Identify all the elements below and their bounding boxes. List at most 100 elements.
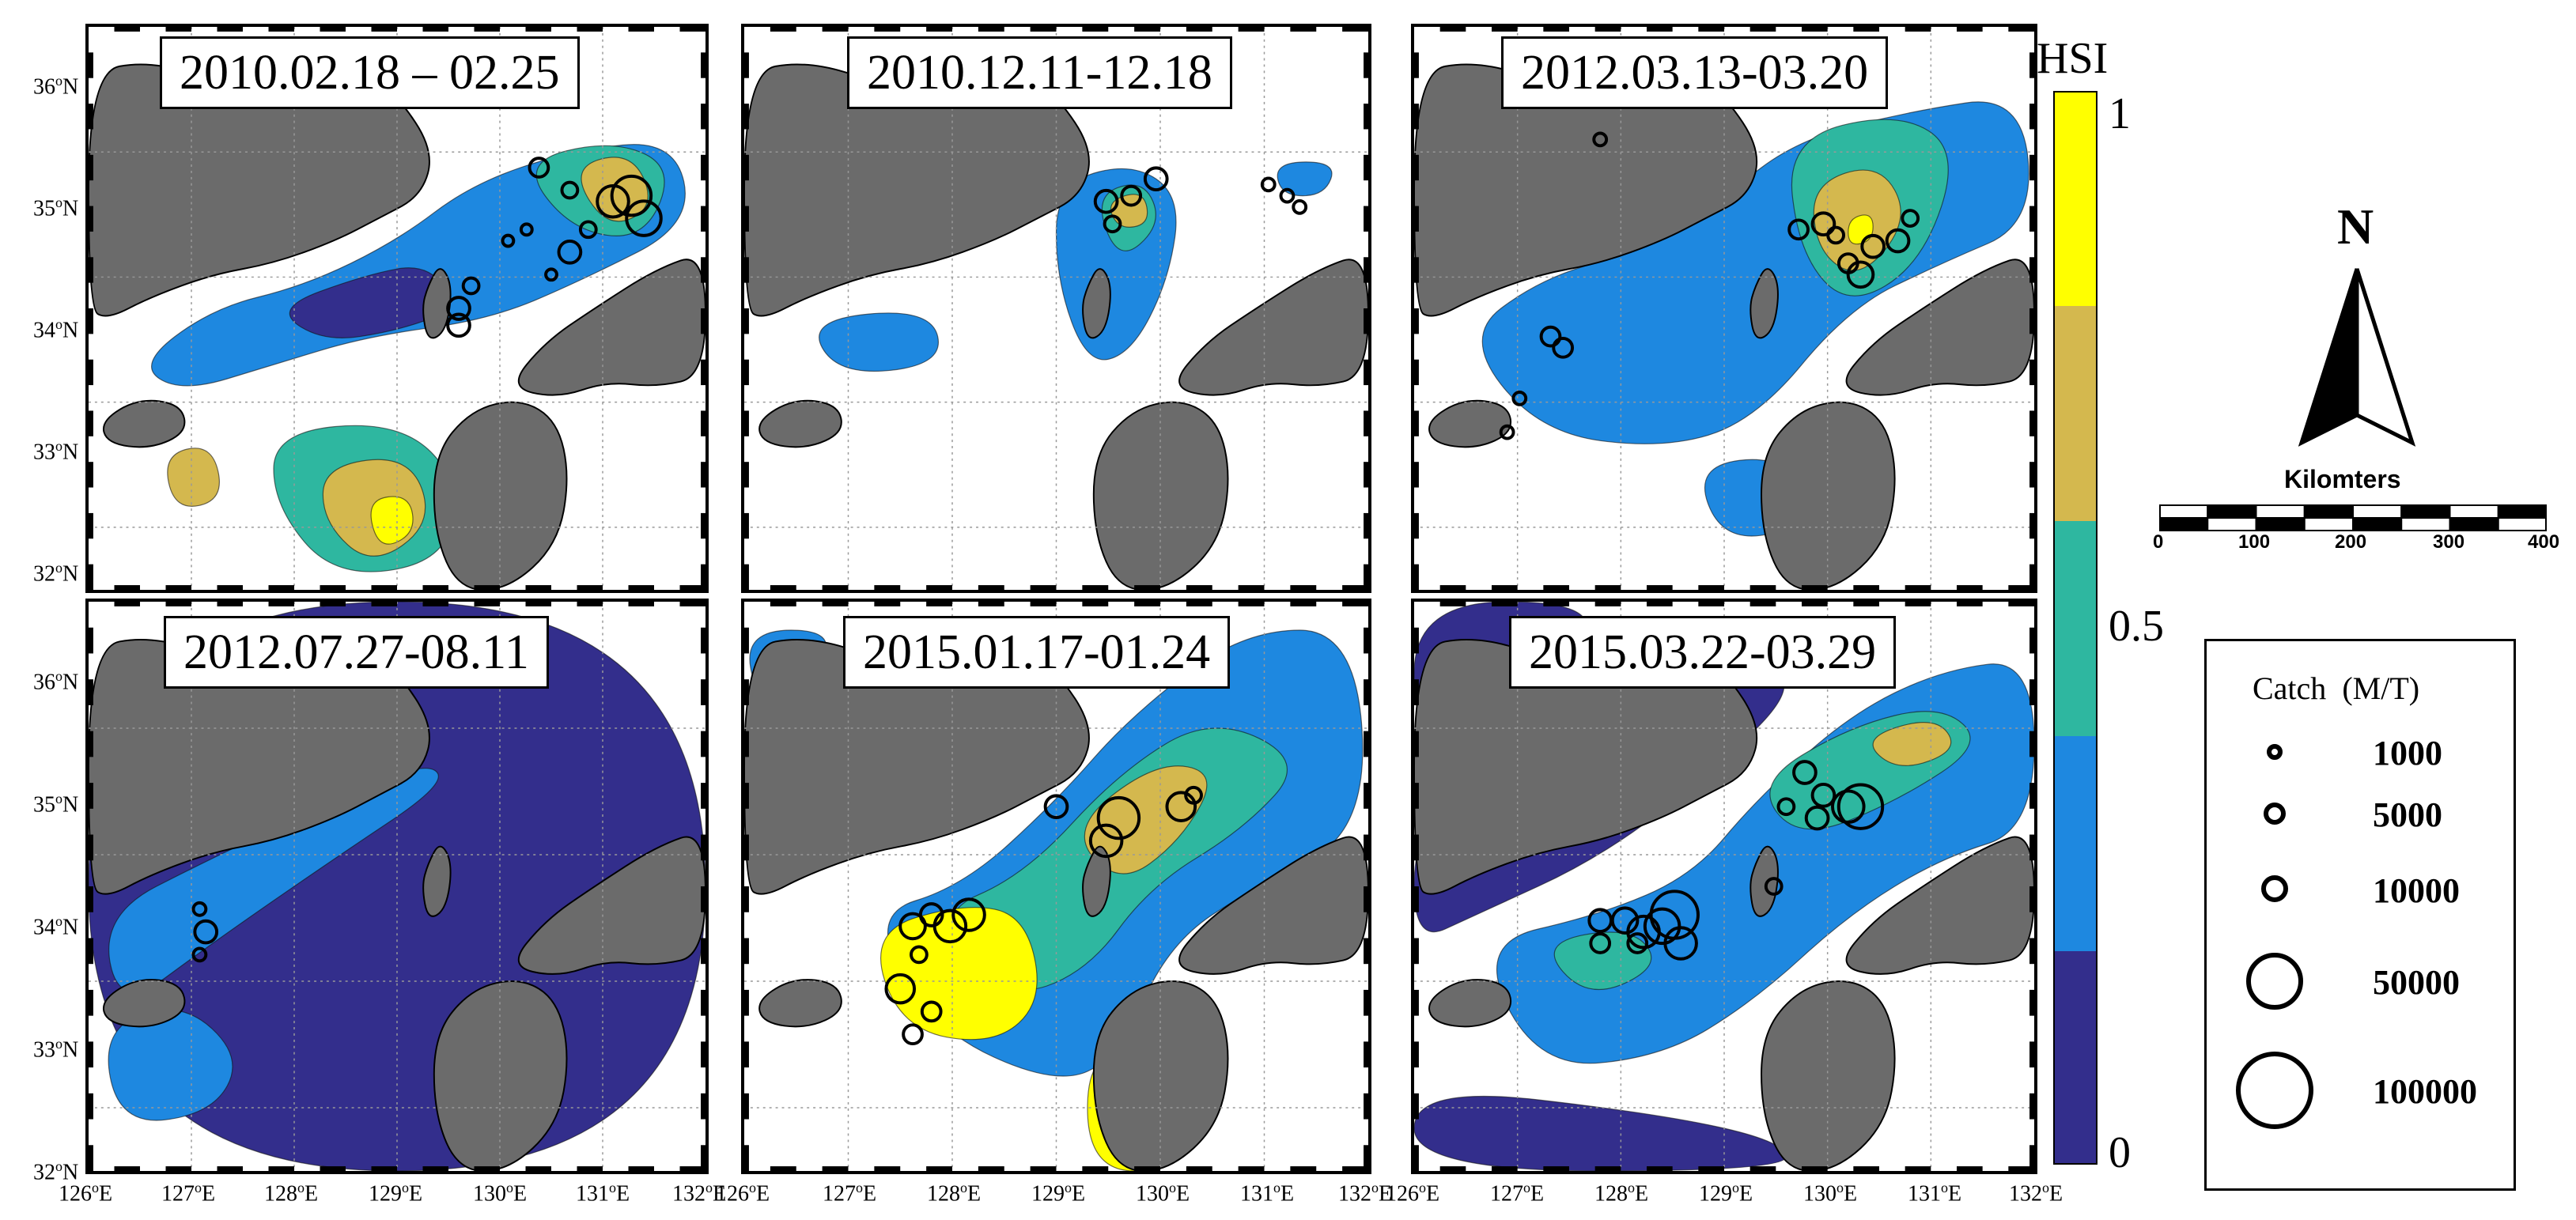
catch-marker xyxy=(1901,209,1920,228)
frame-tick xyxy=(1290,585,1317,590)
scale-tick: 300 xyxy=(2433,531,2465,553)
scale-segment xyxy=(2255,517,2306,531)
frame-tick xyxy=(1543,1166,1569,1171)
scale-segment xyxy=(2207,504,2257,519)
catch-markers xyxy=(446,157,663,338)
frame-tick xyxy=(701,154,705,181)
colorbar-title: HSI xyxy=(2037,34,2109,83)
frame-tick xyxy=(2029,257,2034,283)
catch-marker xyxy=(1103,214,1122,234)
catch-marker xyxy=(1589,932,1612,954)
frame-tick xyxy=(89,257,93,283)
frame-tick xyxy=(1414,512,1419,539)
frame-tick xyxy=(978,602,1004,606)
frame-tick xyxy=(1030,585,1057,590)
catch-marker xyxy=(1260,176,1277,193)
frame-tick xyxy=(1364,886,1368,912)
frame-tick xyxy=(1414,564,1419,590)
lon-label: 128oE xyxy=(264,1180,319,1207)
frame-tick xyxy=(2029,783,2034,809)
frame-tick xyxy=(89,1041,93,1068)
frame-tick xyxy=(744,1041,749,1068)
graticule xyxy=(744,602,1368,1171)
scale-tick: 100 xyxy=(2238,531,2271,553)
catch-marker xyxy=(1787,218,1810,241)
frame-tick xyxy=(744,1093,749,1120)
catch-marker xyxy=(519,222,534,237)
graticule xyxy=(89,27,705,590)
scale-bar-title: Kilomters xyxy=(2284,465,2401,493)
frame-tick xyxy=(1957,585,1983,590)
land-polygon xyxy=(1749,268,1779,339)
colorbar-band xyxy=(2053,736,2097,951)
frame-tick xyxy=(1594,602,1621,606)
frame-tick xyxy=(268,585,294,590)
frame-tick xyxy=(1594,1166,1621,1171)
frame-tick xyxy=(114,1166,140,1171)
land-polygon xyxy=(1761,980,1896,1171)
frame-tick xyxy=(2029,104,2034,130)
frame-tick xyxy=(744,989,749,1016)
frame-tick xyxy=(1802,585,1828,590)
frame-tick xyxy=(320,585,346,590)
frame-tick xyxy=(165,602,191,606)
panel-4-date-title: 2012.07.27-08.11 xyxy=(164,616,549,689)
frame-tick xyxy=(1290,1166,1317,1171)
lon-label: 132oE xyxy=(672,1180,727,1207)
frame-tick xyxy=(217,1166,243,1171)
catch-circle-icons xyxy=(2236,744,2313,1129)
colorbar-tick-bottom: 0 xyxy=(2109,1128,2131,1177)
catch-marker xyxy=(1499,424,1515,440)
lat-label: 34oN xyxy=(33,316,79,343)
catch-marker xyxy=(1860,233,1886,259)
land-masses xyxy=(89,62,705,590)
frame-tick xyxy=(1802,27,1828,32)
frame-tick xyxy=(744,783,749,809)
frame-tick xyxy=(2029,731,2034,757)
lat-label: 35oN xyxy=(33,791,79,818)
frame-tick xyxy=(1439,602,1466,606)
land-polygon xyxy=(1845,259,2034,396)
graticule xyxy=(1414,602,2034,1171)
frame-tick xyxy=(1414,308,1419,334)
frame-tick xyxy=(1364,462,1368,488)
catch-legend-value: 5000 xyxy=(2373,795,2442,834)
frame-tick xyxy=(1030,602,1057,606)
frame-tick xyxy=(1492,585,1518,590)
catch-marker xyxy=(1511,391,1528,406)
frame-ticks xyxy=(89,602,705,1171)
lon-label: 127oE xyxy=(823,1180,877,1207)
frame-tick xyxy=(114,585,140,590)
frame-tick xyxy=(2029,834,2034,861)
frame-tick xyxy=(978,1166,1004,1171)
frame-tick xyxy=(1853,1166,1879,1171)
frame-tick xyxy=(2029,308,2034,334)
scale-segment xyxy=(2352,517,2403,531)
scale-segment xyxy=(2449,504,2499,519)
frame-tick xyxy=(89,938,93,965)
frame-tick xyxy=(577,1166,603,1171)
catch-marker xyxy=(1836,783,1885,830)
frame-tick xyxy=(1853,602,1879,606)
frame-tick xyxy=(1364,52,1368,78)
catch-marker xyxy=(1649,890,1700,940)
catch-legend-value: 100000 xyxy=(2373,1072,2477,1111)
frame-tick xyxy=(1492,1166,1518,1171)
lon-label: 130oE xyxy=(473,1180,528,1207)
frame-tick xyxy=(2029,512,2034,539)
frame-tick xyxy=(165,27,191,32)
frame-tick xyxy=(474,1166,500,1171)
frame-tick xyxy=(770,27,796,32)
catch-marker xyxy=(902,1023,924,1046)
catch-marker xyxy=(560,180,580,200)
frame-tick xyxy=(2029,938,2034,965)
lat-label: 32oN xyxy=(33,560,79,587)
frame-tick xyxy=(165,1166,191,1171)
frame-tick xyxy=(1342,1166,1368,1171)
colorbar-band xyxy=(2053,306,2097,521)
frame-tick xyxy=(1957,1166,1983,1171)
catch-marker xyxy=(544,267,558,282)
frame-tick xyxy=(1414,462,1419,488)
catch-marker xyxy=(1663,926,1698,961)
frame-tick xyxy=(1698,27,1724,32)
